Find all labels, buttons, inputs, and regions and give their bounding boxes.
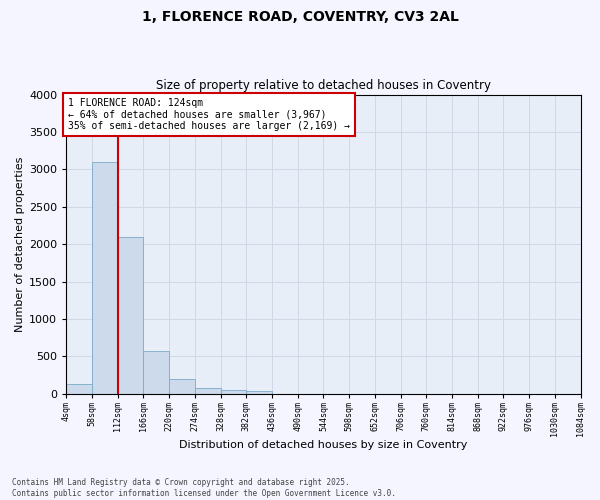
Text: 1 FLORENCE ROAD: 124sqm
← 64% of detached houses are smaller (3,967)
35% of semi: 1 FLORENCE ROAD: 124sqm ← 64% of detache… [68,98,350,130]
Bar [67,384,92,394]
Bar [92,162,118,394]
Bar [143,351,169,394]
Text: 1, FLORENCE ROAD, COVENTRY, CV3 2AL: 1, FLORENCE ROAD, COVENTRY, CV3 2AL [142,10,458,24]
Bar [118,238,143,394]
Bar [169,380,195,394]
Text: Contains HM Land Registry data © Crown copyright and database right 2025.
Contai: Contains HM Land Registry data © Crown c… [12,478,396,498]
X-axis label: Distribution of detached houses by size in Coventry: Distribution of detached houses by size … [179,440,467,450]
Title: Size of property relative to detached houses in Coventry: Size of property relative to detached ho… [156,79,491,92]
Bar [195,388,221,394]
Bar [221,390,246,394]
Y-axis label: Number of detached properties: Number of detached properties [15,156,25,332]
Bar [246,391,272,394]
